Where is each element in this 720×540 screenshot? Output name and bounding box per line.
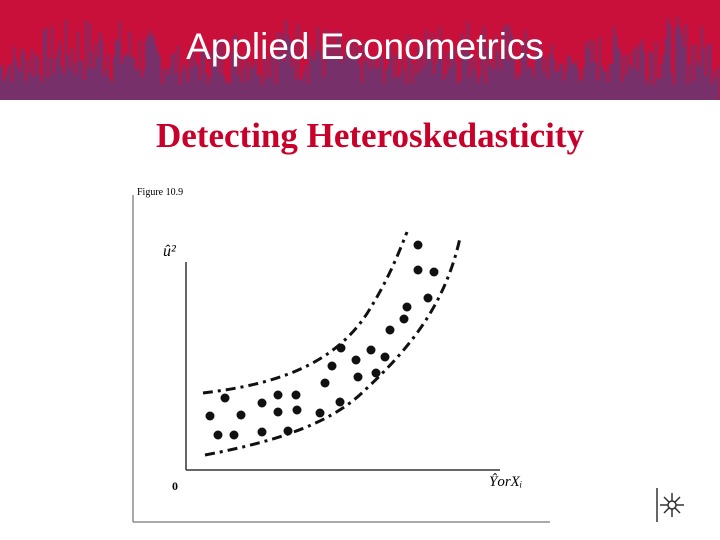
scatter-dot xyxy=(385,325,395,335)
scatter-dot xyxy=(402,302,412,312)
scatter-dot xyxy=(380,352,390,362)
scatter-dot xyxy=(366,345,376,355)
scatter-dot xyxy=(229,430,239,440)
scatter-dot xyxy=(213,430,223,440)
scatter-dot xyxy=(291,390,301,400)
scatter-dot xyxy=(273,390,283,400)
y-axis-label: û² xyxy=(163,243,177,260)
scatter-dot xyxy=(353,372,363,382)
scatter-dot xyxy=(335,397,345,407)
scatter-dot xyxy=(399,314,409,324)
scatter-dot xyxy=(413,265,423,275)
origin-label: 0 xyxy=(172,479,178,493)
header-title: Applied Econometrics xyxy=(186,26,544,67)
scatter-dot xyxy=(315,408,325,418)
scatter-dot xyxy=(292,405,302,415)
slide-title: Detecting Heteroskedasticity xyxy=(156,116,584,155)
scatter-dot xyxy=(413,240,423,250)
scatter-dot xyxy=(327,361,337,371)
scatter-dot xyxy=(205,411,215,421)
logo-icon xyxy=(656,488,684,522)
figure-caption: Figure 10.9 xyxy=(137,187,183,198)
scatter-points xyxy=(205,240,439,440)
scatter-dot xyxy=(371,368,381,378)
header-banner xyxy=(0,0,720,100)
scatter-dot xyxy=(351,355,361,365)
upper-band xyxy=(202,231,409,395)
scatter-dot xyxy=(220,393,230,403)
scatter-dot xyxy=(336,343,346,353)
scatter-dot xyxy=(257,398,267,408)
scatter-dot xyxy=(429,267,439,277)
scatter-dot xyxy=(273,407,283,417)
scatter-dot xyxy=(257,427,267,437)
scatter-dot xyxy=(320,378,330,388)
scatter-dot xyxy=(283,426,293,436)
scatter-dot xyxy=(236,410,246,420)
banner-waveform xyxy=(0,16,719,100)
x-axis-label: ŶorXᵢ xyxy=(489,473,522,490)
scatter-dot xyxy=(423,293,433,303)
